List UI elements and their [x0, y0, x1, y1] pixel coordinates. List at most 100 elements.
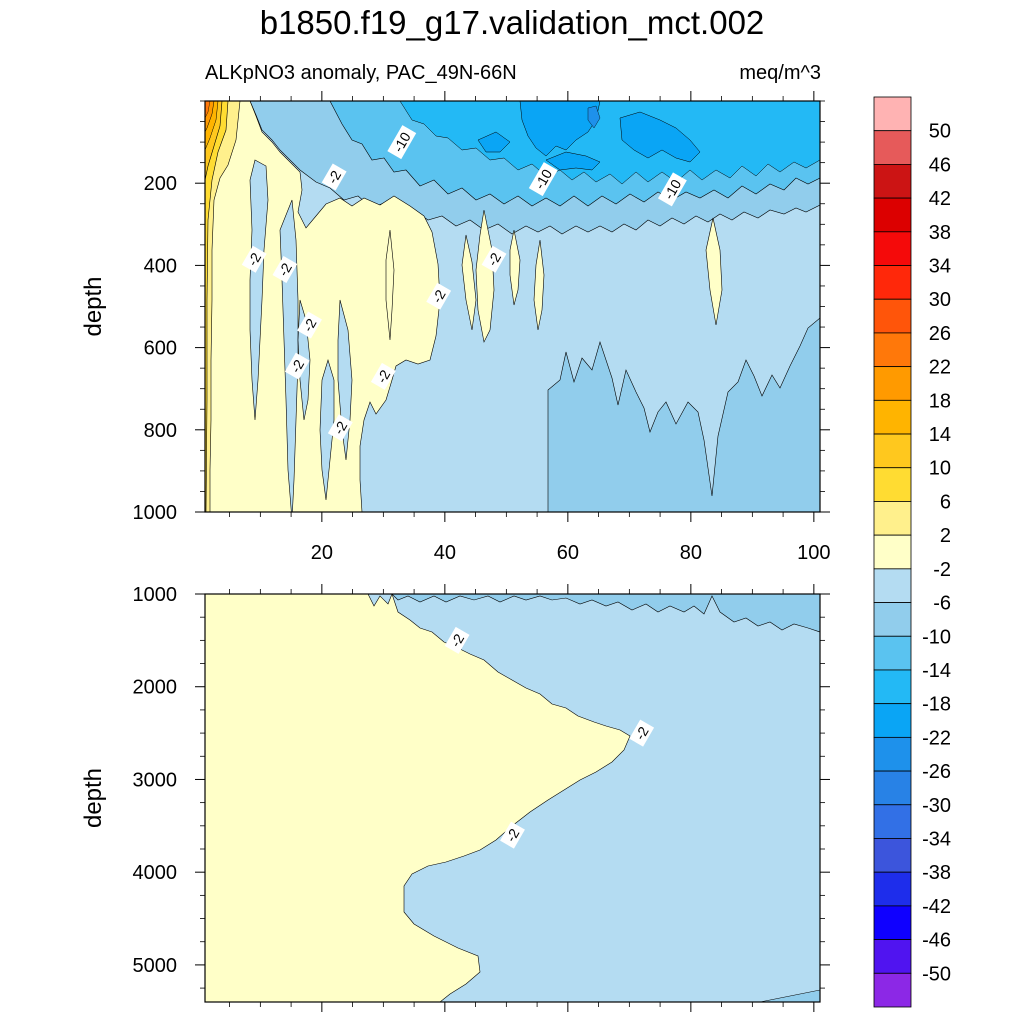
colorbar-swatch — [873, 635, 912, 671]
colorbar-swatch — [873, 130, 912, 165]
colorbar-label: 38 — [929, 222, 951, 244]
colorbar-swatch — [873, 366, 912, 401]
colorbar-label: 22 — [929, 357, 951, 379]
colorbar-label: 18 — [929, 390, 951, 412]
colorbar-swatch — [873, 568, 912, 603]
contour-label-bg — [321, 163, 347, 191]
contour-label: -2 — [272, 255, 298, 284]
chart-subtitle: ALKpNO3 anomaly, PAC_49N-66N — [205, 62, 517, 84]
colorbar-swatch — [873, 298, 912, 334]
colorbar-swatch — [873, 433, 912, 469]
colorbar-swatch — [873, 534, 912, 570]
colorbar-label: -30 — [922, 795, 951, 817]
colorbar-swatch — [873, 332, 912, 368]
axis-ticks — [195, 91, 830, 1012]
contour-label-bg — [426, 282, 452, 310]
y-tick-label: 1000 — [133, 502, 178, 524]
colorbar-label: -34 — [922, 828, 951, 850]
colorbar-label: 2 — [940, 525, 951, 547]
colorbar-label: -46 — [922, 930, 951, 952]
fill-level-plus2-lens-f — [705, 217, 723, 326]
contour-label: -2 — [327, 414, 353, 442]
colorbar-swatch — [873, 871, 912, 907]
colorbar-label: 46 — [929, 154, 951, 176]
fill-level-minus26 — [587, 105, 601, 129]
colorbar-label: -14 — [922, 660, 951, 682]
contour-label: -2 — [370, 362, 396, 390]
contour-label: -2 — [297, 311, 322, 339]
colorbar-swatch — [873, 602, 912, 637]
y-tick-label: 600 — [144, 338, 177, 360]
fill-level-plus2-lens-d — [509, 229, 521, 306]
y-tick-label: 5000 — [133, 955, 178, 977]
fill-level-plus2-lens-b — [461, 234, 477, 331]
colorbar-label: 10 — [929, 458, 951, 480]
contour-label-bg — [629, 719, 655, 747]
fill-level-plus26 — [205, 101, 211, 119]
colorbar-label: -22 — [922, 727, 951, 749]
colorbar-swatch — [873, 399, 912, 435]
lower-panel-fills — [205, 594, 820, 1002]
units-label: meq/m^3 — [739, 62, 821, 84]
colorbar-label: 42 — [929, 188, 951, 210]
fill-level-minus10-lower — [391, 594, 820, 633]
colorbar-swatch — [873, 231, 912, 266]
contour-label: -2 — [426, 282, 452, 310]
fill-level-minus22-c — [545, 151, 601, 171]
fill-level-minus18 — [399, 101, 820, 185]
contour-label-bg — [272, 255, 298, 284]
colorbar-label: 30 — [929, 289, 951, 311]
colorbar-label: -2 — [933, 559, 951, 581]
axis-labels: 20 40 60 80 100 200 400 600 800 1000 depth 1000 2000… — [80, 173, 831, 977]
y-tick-label: 2000 — [133, 677, 178, 699]
contour-label-bg — [370, 362, 396, 390]
y-tick-label: 200 — [144, 173, 177, 195]
fill-level-plus2-lens-a — [385, 229, 395, 341]
colorbar-label: -18 — [922, 694, 951, 716]
contour-label-bg — [284, 352, 310, 380]
contour-label: -10 — [387, 125, 417, 160]
x-tick-label: 100 — [797, 542, 830, 564]
colorbar-swatch — [873, 96, 912, 132]
contour-label: -2 — [241, 245, 267, 273]
fill-level-minus10-deep — [547, 317, 820, 512]
fill-level-minus22-b — [619, 111, 701, 163]
contour-label: -2 — [481, 245, 507, 273]
fill-level-plus2-lens-e — [533, 239, 545, 331]
contour-label: -2 — [500, 821, 525, 849]
colorbar-label: 26 — [929, 323, 951, 345]
contour-label-bg — [528, 162, 558, 197]
x-tick-label: 20 — [311, 542, 333, 564]
colorbar-swatch — [873, 467, 912, 502]
colorbar-label: -42 — [922, 896, 951, 918]
contour-label-bg — [444, 626, 470, 654]
y-tick-label: 400 — [144, 255, 177, 277]
colorbar-label: -10 — [922, 626, 951, 648]
fill-level-minus6-intrusion-d — [319, 358, 335, 501]
fill-level-minus6-intrusion-a — [249, 159, 269, 421]
colorbar-swatch — [873, 736, 912, 772]
contour-label-bg — [241, 245, 267, 273]
fill-level-minus22-d — [477, 131, 511, 153]
colorbar-swatch — [873, 164, 912, 199]
chart-title: b1850.f19_g17.validation_mct.002 — [259, 4, 765, 41]
colorbar-label: -38 — [922, 862, 951, 884]
contour-label: -2 — [629, 719, 655, 747]
y-axis-title: depth — [80, 276, 107, 336]
fill-level-plus6 — [205, 101, 241, 512]
contour-label-bg — [327, 414, 353, 442]
y-tick-label: 3000 — [133, 769, 178, 791]
colorbar-label: -26 — [922, 761, 951, 783]
colorbar-label: 6 — [940, 491, 951, 513]
x-tick-label: 40 — [434, 542, 456, 564]
colorbar-label: -50 — [922, 963, 951, 985]
fill-level-minus10-lower-corner — [759, 989, 820, 1002]
y-tick-label: 800 — [144, 420, 177, 442]
colorbar-label: 50 — [929, 121, 951, 143]
upper-panel-fills — [205, 101, 820, 512]
contour-label-bg — [387, 125, 417, 160]
colorbar-swatch — [873, 770, 912, 806]
lower-plot-frame — [204, 593, 821, 1003]
colorbar-swatch — [873, 838, 912, 873]
x-tick-label: 60 — [557, 542, 579, 564]
